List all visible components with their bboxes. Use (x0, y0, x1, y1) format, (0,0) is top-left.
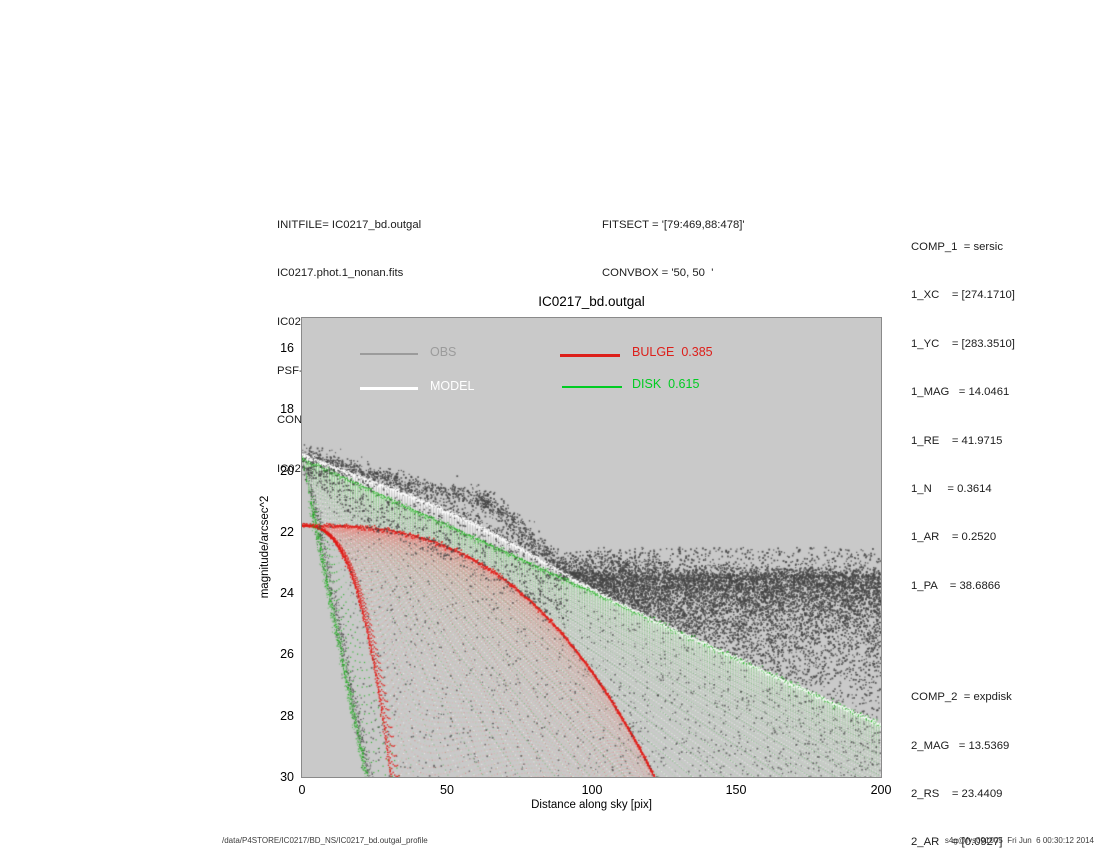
component-1-params: COMP_1 = sersic 1_XC = [274.1710] 1_YC =… (911, 217, 1016, 628)
param-line: 1_MAG = 14.0461 (911, 386, 1010, 399)
legend-disk-line (562, 386, 622, 388)
plot-title: IC0217_bd.outgal (538, 294, 645, 309)
x-axis-title: Distance along sky [pix] (531, 799, 652, 811)
fit-parameters-block: COMP_1 = sersic 1_XC = [274.1710] 1_YC =… (911, 193, 1016, 850)
legend-obs-line (360, 353, 418, 355)
legend-obs-label: OBS (430, 345, 457, 359)
x-tick-label: 100 (581, 783, 603, 797)
legend-model-line (360, 387, 418, 390)
x-tick-label: 150 (725, 783, 747, 797)
output-file-path: /data/P4STORE/IC0217/BD_NS/IC0217_bd.out… (222, 836, 428, 845)
y-tick-label: 16 (280, 341, 294, 355)
param-line: 2_AR = [0.0927] (911, 836, 1003, 849)
info-line: INITFILE= IC0217_bd.outgal (277, 218, 422, 231)
y-tick-label: 30 (280, 770, 294, 784)
y-tick-label: 22 (280, 525, 294, 539)
param-line: 2_RS = 23.4409 (911, 787, 1003, 800)
x-tick-label: 50 (440, 783, 454, 797)
param-line: 1_AR = 0.2520 (911, 531, 997, 544)
x-tick-label: 200 (870, 783, 892, 797)
legend-model-label: MODEL (430, 379, 475, 393)
y-tick-label: 26 (280, 647, 294, 661)
param-line: 1_N = 0.3614 (911, 482, 992, 495)
param-line: 1_RE = 41.9715 (911, 434, 1003, 447)
param-line: 1_YC = [283.3510] (911, 337, 1015, 350)
component-2-params: COMP_2 = expdisk 2_MAG = 13.5369 2_RS = … (911, 667, 1016, 850)
param-line: COMP_2 = expdisk (911, 691, 1012, 704)
param-line: 1_XC = [274.1710] (911, 289, 1015, 302)
legend-disk-label: DISK 0.615 (632, 377, 700, 391)
param-line: COMP_1 = sersic (911, 241, 1003, 253)
plot-frame (301, 317, 882, 778)
y-tick-label: 24 (280, 586, 294, 600)
y-axis-title: magnitude/arcsec^2 (259, 495, 271, 599)
param-line: 2_MAG = 13.5369 (911, 739, 1010, 752)
profile-plot-canvas (302, 318, 881, 777)
legend-bulge-label: BULGE 0.385 (632, 345, 713, 359)
info-line: FITSECT = '[79:469,88:478]' (602, 218, 745, 231)
x-tick-label: 0 (298, 783, 306, 797)
info-line: CONVBOX = '50, 50 ' (602, 267, 714, 280)
param-line: 1_PA = 38.6866 (911, 579, 1001, 592)
y-tick-label: 18 (280, 402, 294, 416)
user-timestamp: s4g@fys091005 Fri Jun 6 00:30:12 2014 (944, 836, 1094, 845)
info-line: IC0217.phot.1_nonan.fits (277, 267, 404, 280)
y-tick-label: 28 (280, 709, 294, 723)
y-tick-label: 20 (280, 464, 294, 478)
legend-bulge-line (560, 354, 620, 357)
